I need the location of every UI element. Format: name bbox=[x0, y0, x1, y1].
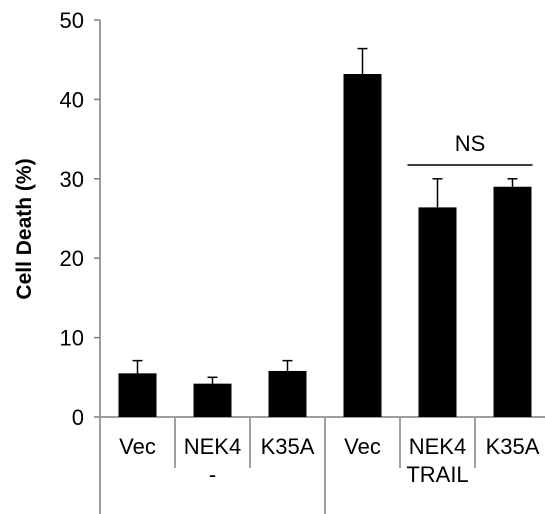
bar bbox=[268, 370, 307, 417]
y-tick-label: 40 bbox=[60, 87, 84, 112]
y-tick-label: 30 bbox=[60, 167, 84, 192]
group-label: TRAIL bbox=[406, 462, 468, 487]
group-label: - bbox=[209, 462, 216, 487]
x-axis-category-labels: Vec NEK4 K35A Vec NEK4 K35A bbox=[119, 434, 540, 459]
y-tick-label: 10 bbox=[60, 326, 84, 351]
x-tick-label: Vec bbox=[119, 434, 156, 459]
significance-label: NS bbox=[455, 131, 486, 156]
x-tick-label: NEK4 bbox=[184, 434, 241, 459]
y-axis-label: Cell Death (%) bbox=[13, 158, 36, 299]
bar bbox=[418, 207, 457, 417]
bar bbox=[193, 383, 232, 417]
significance-annotations: NS bbox=[407, 131, 533, 166]
bar bbox=[343, 73, 382, 417]
y-tick-label: 20 bbox=[60, 246, 84, 271]
error-bars-layer bbox=[132, 47, 518, 384]
x-tick-label: K35A bbox=[486, 434, 540, 459]
y-axis-ticks: 0 10 20 30 40 50 bbox=[60, 8, 100, 430]
bar bbox=[118, 373, 157, 417]
x-tick-label: Vec bbox=[344, 434, 381, 459]
x-tick-label: NEK4 bbox=[409, 434, 466, 459]
y-tick-label: 50 bbox=[60, 8, 84, 33]
bar bbox=[493, 186, 532, 417]
y-tick-label: 0 bbox=[72, 405, 84, 430]
category-separators bbox=[99, 418, 476, 514]
bars-layer bbox=[118, 73, 532, 417]
group-labels: - TRAIL bbox=[209, 462, 469, 487]
x-tick-label: K35A bbox=[261, 434, 315, 459]
